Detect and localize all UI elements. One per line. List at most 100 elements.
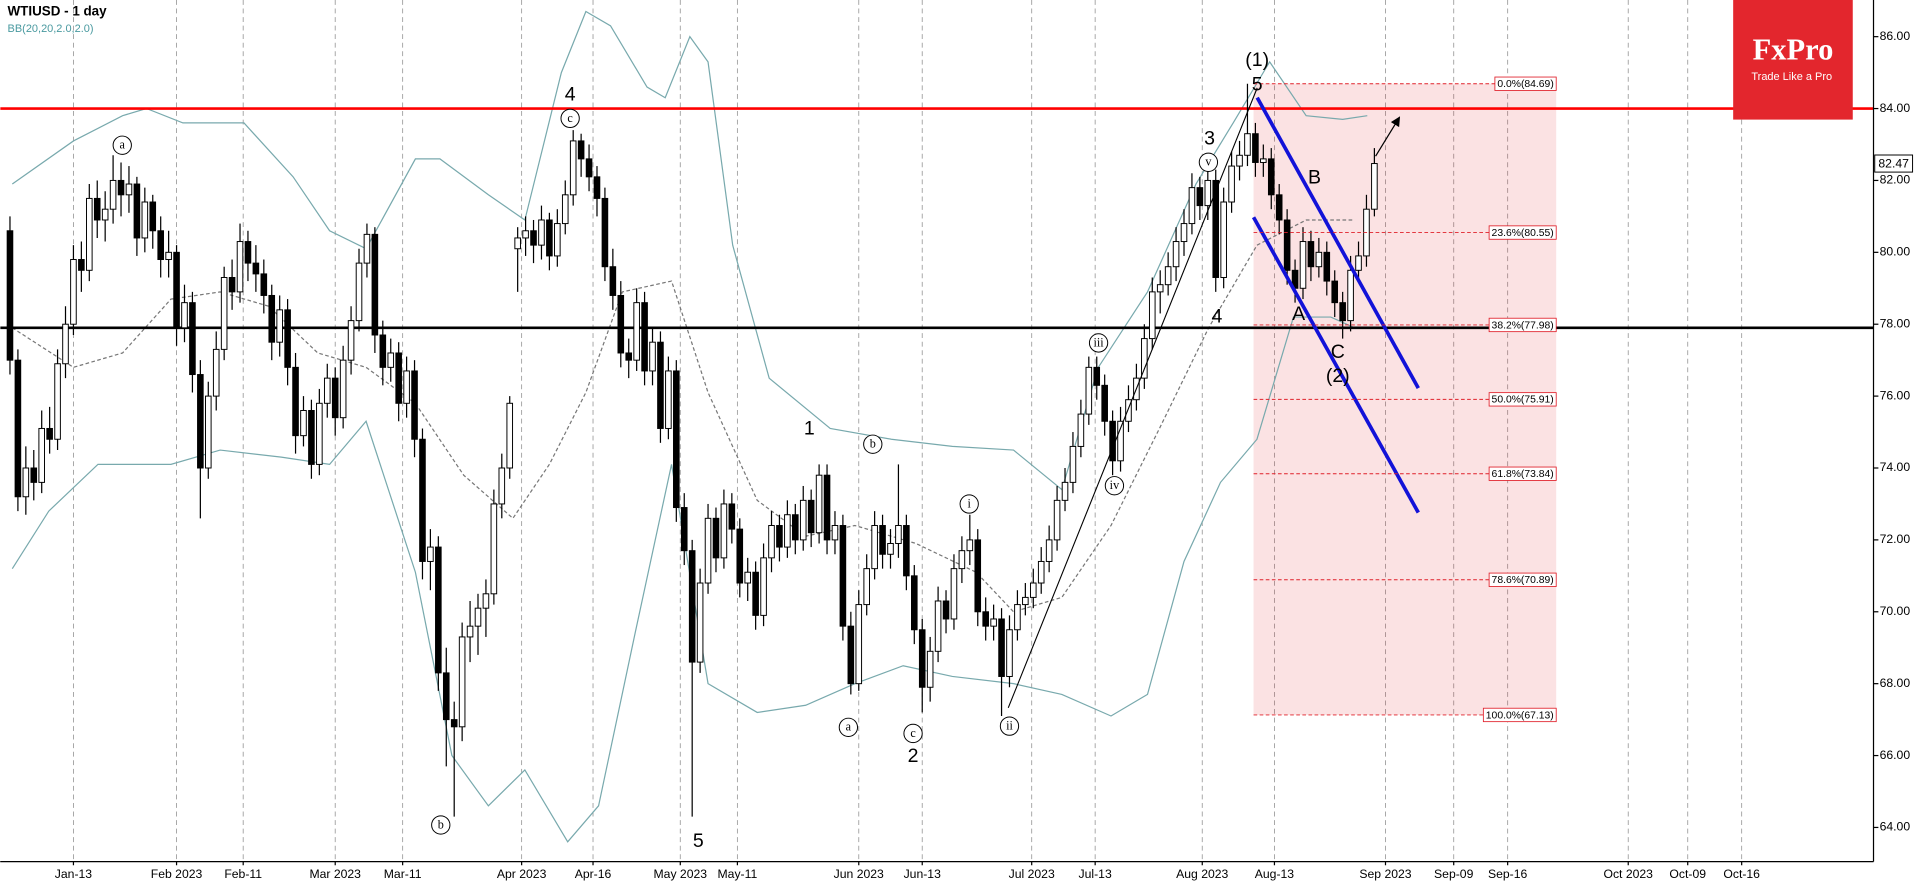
- wave-circle: [1198, 152, 1219, 172]
- drawings: [1007, 87, 1420, 709]
- candle-body: [339, 359, 347, 419]
- candle-body: [799, 499, 807, 541]
- candle-body: [395, 352, 402, 404]
- candle-body: [62, 323, 69, 365]
- candle-body: [363, 233, 371, 264]
- candle-body: [1347, 269, 1354, 322]
- candle-body: [1077, 413, 1085, 447]
- y-tick-label: 80.00: [1880, 245, 1911, 259]
- candle-body: [704, 517, 712, 584]
- candle-body: [252, 262, 260, 275]
- candle-body: [1045, 539, 1053, 562]
- candle-body: [1307, 241, 1315, 268]
- candle-body: [942, 600, 950, 620]
- candle-body: [641, 302, 648, 372]
- x-tick-label: Apr 2023: [497, 867, 547, 881]
- candle-body: [93, 197, 101, 221]
- candle-body: [22, 467, 30, 498]
- wave-label: C: [1331, 341, 1345, 363]
- y-tick-label: 82.00: [1880, 173, 1911, 187]
- candle-body: [1014, 604, 1021, 631]
- candle-body: [355, 262, 363, 322]
- wave-circle: [431, 815, 451, 835]
- x-tick-label: Feb-11: [224, 867, 262, 881]
- candle-body: [649, 341, 656, 372]
- candle-body: [688, 550, 696, 663]
- fib-label-box: [1488, 466, 1557, 481]
- candle-body: [1061, 481, 1069, 501]
- candle-body: [1260, 158, 1267, 163]
- candle-body: [1244, 133, 1251, 156]
- candle-body: [1339, 302, 1346, 322]
- x-tick-label: Feb 2023: [151, 867, 203, 881]
- candle-body: [831, 525, 839, 541]
- candle-body: [1188, 187, 1196, 225]
- candle-body: [657, 341, 664, 429]
- candle-body: [696, 582, 704, 663]
- candle-body: [569, 140, 577, 196]
- x-tick-label: Aug 2023: [1176, 867, 1228, 881]
- candle-body: [371, 233, 379, 336]
- channel-line: [1255, 96, 1420, 389]
- candle-body: [577, 140, 585, 160]
- x-tick-label: Mar-11: [384, 867, 422, 881]
- x-tick-label: Apr-16: [575, 867, 612, 881]
- x-tick-label: Jun-13: [904, 867, 941, 881]
- candle-body: [78, 259, 85, 271]
- front-layer: 0.0%(84.69) 23.6%(80.55) 38.2%(77.98) 50.0%…: [112, 49, 1557, 880]
- candle-body: [220, 277, 228, 350]
- candle-body: [1299, 241, 1307, 289]
- y-tick-label: 86.00: [1880, 29, 1911, 43]
- candle-body: [633, 302, 640, 361]
- candle-body: [839, 525, 847, 627]
- candle-body: [728, 503, 736, 530]
- candle-body: [204, 395, 212, 469]
- fib-label-box: [1488, 572, 1557, 587]
- candle-body: [427, 546, 434, 562]
- wave-label: (2): [1326, 365, 1350, 387]
- y-tick-label: 84.00: [1880, 101, 1911, 115]
- wave-label: 5: [1252, 74, 1263, 96]
- candle-body: [1085, 366, 1093, 415]
- candle-body: [331, 377, 339, 419]
- wave-label: (1): [1245, 49, 1269, 71]
- candle-body: [847, 625, 855, 685]
- candle-body: [807, 499, 815, 534]
- candle-body: [768, 525, 775, 559]
- header: WTIUSD - 1 day BB(20,20,2.0,2.0) FxPro T…: [8, 0, 1914, 173]
- candle-body: [506, 402, 514, 469]
- candle-body: [546, 219, 553, 257]
- candle-body: [316, 402, 323, 465]
- candle-body: [593, 176, 601, 199]
- x-tick-label: May 2023: [654, 867, 708, 881]
- y-tick-label: 68.00: [1880, 676, 1911, 690]
- candle-body: [609, 266, 617, 296]
- candle-body: [1109, 420, 1116, 462]
- logo-brand: FxPro: [1753, 32, 1834, 66]
- candle-body: [1267, 158, 1275, 196]
- price-tag-label: 82.47: [1878, 156, 1909, 170]
- bollinger-band: [11, 219, 1355, 613]
- candle-body: [419, 438, 426, 562]
- wave-label: 4: [565, 83, 576, 105]
- x-tick-label: Jan-13: [55, 867, 92, 881]
- candle-body: [141, 201, 149, 239]
- logo-box: [1733, 0, 1853, 120]
- candle-body: [268, 294, 276, 343]
- channel-line: [1251, 216, 1420, 514]
- candle-body: [736, 528, 744, 584]
- wave-label: v: [1205, 155, 1212, 169]
- candle-body: [1053, 499, 1061, 541]
- candle-body: [625, 352, 633, 361]
- candle-body: [990, 618, 997, 627]
- candle-body: [760, 557, 767, 616]
- candle-body: [712, 517, 720, 559]
- candle-body: [276, 309, 283, 343]
- wave-label: b: [870, 437, 876, 451]
- candle-body: [228, 277, 236, 293]
- fib-label: 50.0%(75.91): [1492, 395, 1554, 406]
- chart-title: WTIUSD - 1 day: [8, 4, 108, 19]
